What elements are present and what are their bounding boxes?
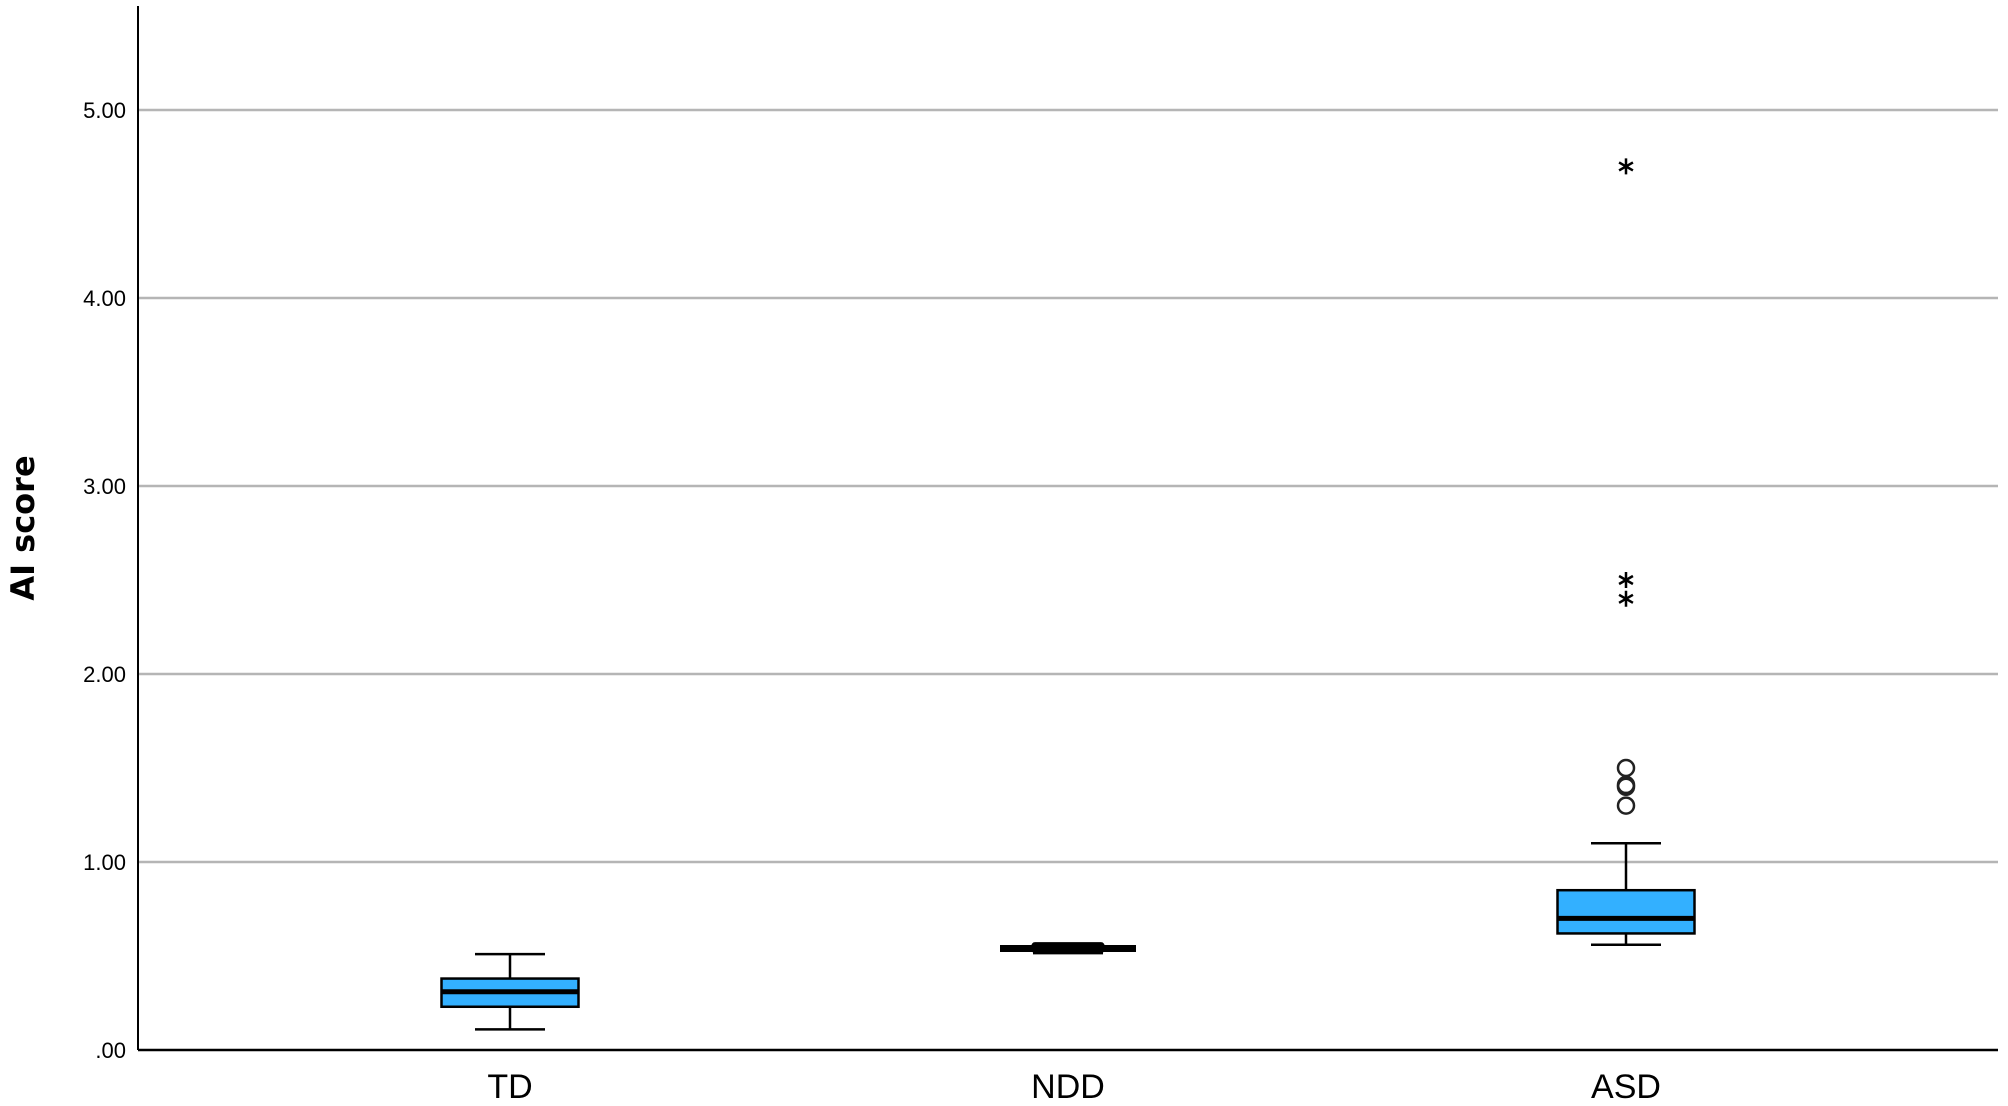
outlier-point bbox=[1616, 758, 1636, 778]
x-tick-label: TD bbox=[487, 1068, 532, 1106]
y-tick-label: .00 bbox=[95, 1038, 126, 1063]
outlier-point bbox=[1616, 796, 1636, 815]
box bbox=[1556, 888, 1696, 935]
extreme-point bbox=[1618, 158, 1634, 175]
y-tick-label: 1.00 bbox=[83, 850, 126, 875]
x-tick-label: ASD bbox=[1591, 1068, 1661, 1106]
y-tick-label: 5.00 bbox=[83, 98, 126, 123]
extreme-point bbox=[1618, 572, 1634, 588]
y-tick-label: 2.00 bbox=[83, 662, 126, 687]
y-tick-label: 3.00 bbox=[83, 474, 126, 499]
y-tick-label: 4.00 bbox=[83, 286, 126, 311]
box-ndd: NDD bbox=[1000, 942, 1136, 1106]
box-asd: ASD bbox=[1556, 158, 1696, 1106]
extreme-point bbox=[1618, 590, 1634, 607]
y-axis-label: AI score bbox=[4, 455, 42, 600]
x-tick-label: NDD bbox=[1031, 1068, 1105, 1106]
box-td: TD bbox=[440, 952, 580, 1106]
